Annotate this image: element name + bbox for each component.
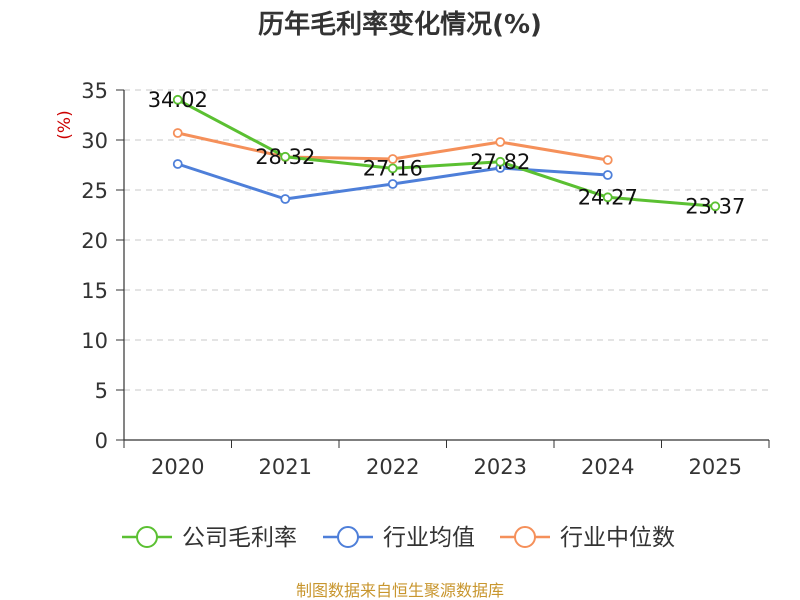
data-point — [602, 155, 613, 165]
data-point — [710, 201, 721, 212]
x-tick-label: 2025 — [689, 455, 742, 479]
data-point — [387, 179, 398, 189]
x-tick-label: 2022 — [366, 455, 419, 479]
source-note: 制图数据来自恒生聚源数据库 — [296, 581, 504, 600]
legend-label: 行业中位数 — [560, 525, 675, 551]
data-label: 27.82 — [470, 150, 530, 174]
x-tick-label: 2021 — [259, 455, 312, 479]
legend-label: 公司毛利率 — [182, 525, 297, 551]
y-tick-label: 25 — [81, 179, 108, 203]
data-point — [280, 151, 291, 162]
data-point — [172, 94, 183, 105]
legend-marker — [136, 526, 158, 548]
grid-lines — [124, 89, 769, 391]
series-line — [177, 98, 716, 208]
data-point — [172, 128, 183, 138]
y-tick-label: 30 — [81, 129, 108, 153]
legend-item[interactable]: 行业中位数 — [500, 525, 675, 551]
series-group: 34.02 28.32 27.16 27.82 24.27 23.37 — [148, 88, 746, 219]
data-label: 24.27 — [578, 185, 638, 209]
data-label: 28.32 — [255, 145, 315, 169]
y-tick-label: 10 — [81, 329, 108, 353]
y-tick-label: 35 — [81, 79, 108, 103]
data-point — [280, 194, 291, 204]
legend-marker — [337, 526, 359, 548]
legend[interactable]: 公司毛利率 行业均值 行业中位数 — [122, 525, 675, 551]
y-tick-label: 0 — [95, 429, 108, 453]
data-point — [387, 163, 398, 174]
y-tick-label: 20 — [81, 229, 108, 253]
data-point — [387, 154, 398, 164]
x-tick-label: 2020 — [151, 455, 204, 479]
data-label: 34.02 — [148, 88, 208, 112]
data-point — [495, 156, 506, 167]
data-label: 27.16 — [363, 156, 423, 180]
data-label: 23.37 — [685, 194, 745, 218]
y-tick-label: 15 — [81, 279, 108, 303]
y-axis-label: (%) — [55, 110, 75, 139]
legend-marker — [514, 526, 536, 548]
data-point — [602, 170, 613, 180]
y-tick-label: 5 — [95, 379, 108, 403]
x-tick-label: 2023 — [474, 455, 527, 479]
legend-label: 行业均值 — [383, 525, 475, 551]
data-point — [495, 137, 506, 147]
data-point — [172, 159, 183, 169]
data-point — [602, 192, 613, 203]
x-tick-label: 2024 — [581, 455, 634, 479]
legend-item[interactable]: 公司毛利率 — [122, 525, 297, 551]
chart-title: 历年毛利率变化情况(%) — [258, 9, 542, 40]
legend-item[interactable]: 行业均值 — [323, 525, 475, 551]
